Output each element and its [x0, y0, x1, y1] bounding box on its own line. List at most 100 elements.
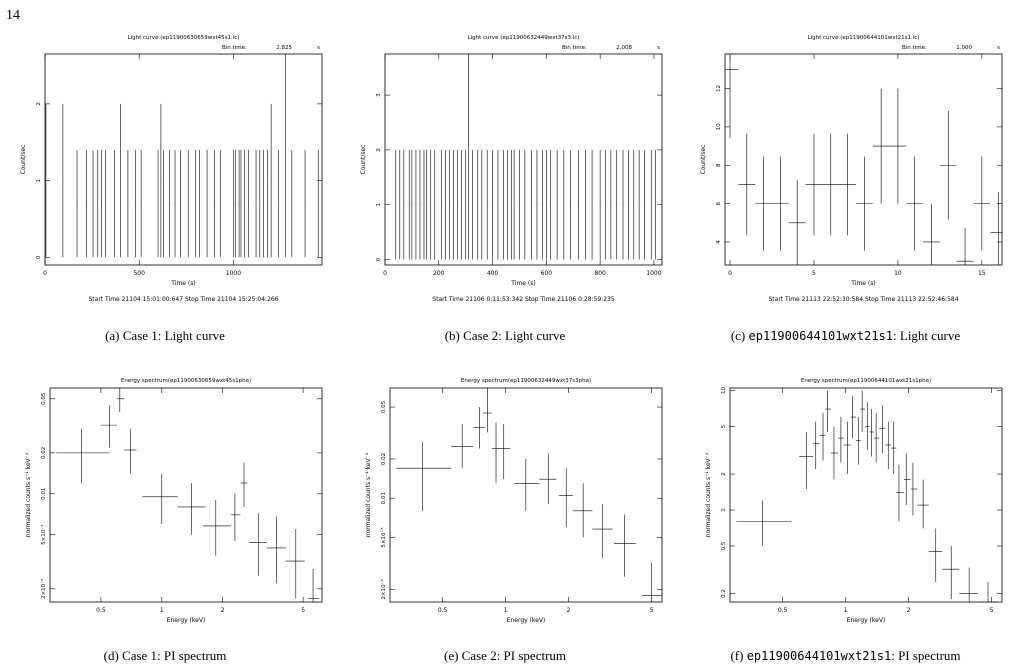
data-point: [628, 149, 629, 260]
time-range-footer: Start Time 21113 22:52:30:584 Stop Time …: [768, 296, 958, 303]
data-point: [45, 103, 47, 258]
bin-time-value: 2.008: [616, 45, 632, 51]
data-point: [503, 149, 504, 260]
y-tick-label: 0.02: [381, 453, 387, 465]
data-point: [917, 479, 929, 529]
data-point: [492, 149, 493, 260]
y-tick-label: 0: [376, 257, 382, 261]
data-point: [457, 149, 458, 260]
data-point: [839, 133, 856, 236]
data-point: [199, 149, 200, 258]
data-point: [928, 528, 943, 582]
data-point: [536, 149, 538, 260]
page-number: 14: [6, 8, 20, 23]
data-point: [805, 133, 823, 236]
bin-time-label: Bin time:: [222, 45, 247, 51]
data-point: [570, 149, 571, 260]
y-axis-label: normalized counts s⁻¹ keV⁻¹: [705, 452, 712, 537]
data-point: [180, 149, 181, 258]
data-point: [819, 412, 826, 461]
x-tick-label: 400: [487, 270, 499, 277]
data-point: [434, 149, 436, 260]
y-tick-label: 0.05: [381, 400, 387, 413]
data-point: [195, 149, 197, 258]
data-point: [308, 568, 320, 602]
data-point: [423, 149, 425, 260]
data-point: [755, 156, 773, 251]
data-point: [978, 581, 998, 603]
plot-frame: [729, 387, 1003, 603]
data-point: [491, 422, 501, 484]
y-axis-label: normalized counts s⁻¹ keV⁻¹: [365, 452, 372, 537]
data-point: [486, 149, 488, 260]
data-point: [203, 500, 232, 556]
data-point: [644, 149, 645, 260]
caption-f: (f) ep11900644101wxt21s1: PI spectrum: [730, 648, 961, 663]
y-tick-label: 2: [721, 472, 727, 476]
data-point: [585, 149, 586, 260]
data-point: [990, 192, 1002, 265]
data-point: [885, 421, 892, 470]
data-point: [451, 424, 474, 469]
x-tick-label: 0: [728, 270, 732, 277]
plot-frame: [49, 387, 323, 603]
data-point: [426, 149, 427, 260]
data-point: [408, 149, 410, 260]
y-tick-label: 0: [36, 255, 42, 259]
data-point: [285, 529, 305, 599]
data-point: [231, 493, 241, 541]
data-point: [550, 149, 551, 260]
data-point: [263, 149, 264, 258]
chart-c: Light curve (ep11900644101wxt21s1.lc) Bin…: [700, 35, 1003, 303]
x-tick-label: 2: [907, 607, 911, 614]
caption-c: (c) ep11900644101wxt21s1: Light curve: [730, 328, 961, 343]
data-point: [825, 390, 831, 432]
data-point: [278, 149, 279, 258]
data-point: [531, 149, 532, 260]
data-point: [973, 156, 991, 251]
data-point: [615, 149, 617, 260]
data-point: [772, 156, 789, 251]
time-range-footer: Start Time 21104 15:01:00:647 Stop Time …: [88, 296, 278, 303]
y-tick-label: 0.02: [41, 447, 47, 459]
x-tick-label: 0: [43, 270, 47, 277]
data-point: [956, 227, 974, 265]
y-tick-label: 4: [716, 240, 722, 244]
caption-d: (d) Case 1: PI spectrum: [103, 648, 227, 663]
bin-time-unit: s: [657, 45, 660, 51]
data-point: [430, 149, 432, 260]
caption-b: (b) Case 2: Light curve: [444, 328, 566, 343]
data-point: [255, 149, 257, 258]
bin-time-label: Bin time:: [902, 45, 927, 51]
data-point: [903, 453, 911, 506]
data-point: [546, 149, 547, 260]
data-point: [214, 149, 215, 258]
y-tick-label: 2×10⁻³: [40, 579, 47, 599]
y-tick-label: 1: [376, 203, 382, 207]
y-tick-label: 0.2: [721, 589, 727, 598]
data-point: [157, 149, 159, 258]
x-tick-label: 1000: [226, 270, 241, 277]
plot-frame: [724, 53, 1003, 266]
y-axis-label: Count/sec: [20, 145, 27, 175]
bin-time-unit: s: [317, 45, 320, 51]
plot-frame: [389, 387, 663, 603]
data-point: [270, 103, 272, 258]
data-point: [939, 110, 957, 220]
data-point: [889, 88, 907, 204]
chart-a: Light curve (ep11900630659wxt45s1.lc) Bin…: [20, 35, 323, 303]
data-point: [539, 453, 557, 505]
data-point: [572, 483, 593, 538]
x-tick-label: 0.5: [438, 607, 448, 614]
x-tick-label: 5: [650, 607, 654, 614]
x-tick-label: 1000: [646, 270, 661, 277]
data-point: [497, 149, 499, 260]
data-point: [267, 149, 268, 258]
data-point: [822, 133, 840, 236]
data-point: [891, 421, 897, 475]
y-tick-label: 5×10⁻³: [380, 527, 387, 547]
y-tick-label: 0.05: [41, 392, 47, 405]
chart-title: Energy spectrum(ep11900632449wxt37s3pha): [461, 378, 591, 384]
x-axis-label: Energy (keV): [847, 617, 886, 624]
x-tick-label: 600: [541, 270, 553, 277]
